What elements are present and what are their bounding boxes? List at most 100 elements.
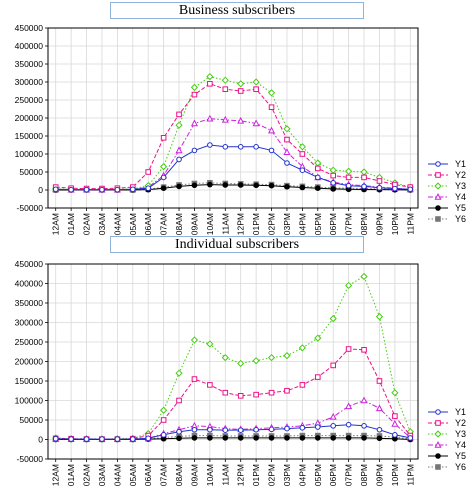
y-tick-label: 250000 [15, 337, 44, 347]
x-tick-label: 06PM [328, 464, 338, 486]
data-point [191, 426, 198, 433]
data-point [361, 174, 367, 181]
data-point [176, 428, 182, 435]
data-point [222, 144, 229, 150]
data-point [160, 162, 168, 171]
legend-marker [435, 205, 441, 211]
data-point [52, 435, 59, 442]
data-point [222, 86, 229, 93]
data-point [221, 115, 229, 123]
legend-marker [435, 216, 441, 222]
data-point [267, 89, 276, 97]
x-tick-label: 01AM [66, 213, 76, 235]
data-point [114, 186, 121, 193]
data-point [299, 435, 306, 441]
x-tick-label: 11AM [220, 464, 230, 486]
data-point [345, 346, 352, 352]
data-point [330, 423, 337, 429]
data-point [99, 436, 105, 442]
x-tick-label: 05AM [128, 213, 138, 235]
data-point [360, 272, 368, 281]
legend-marker [435, 172, 441, 178]
data-point [114, 436, 121, 442]
x-tick-label: 02PM [267, 464, 277, 486]
data-point [314, 435, 321, 441]
y-tick-label: 0 [38, 185, 43, 195]
data-point [237, 144, 244, 150]
data-point [83, 436, 90, 442]
data-point [222, 435, 229, 441]
data-point [175, 121, 183, 129]
x-tick-label: 11AM [220, 213, 230, 235]
data-point [206, 114, 214, 122]
business-subscribers-panel: -50000 0 50000 100000 150000 200000 250000 3000… [15, 2, 466, 235]
data-point [145, 435, 152, 442]
data-point [314, 374, 321, 380]
data-point [207, 81, 213, 87]
data-point [252, 119, 260, 127]
x-tick-label: 05PM [313, 464, 323, 486]
x-tick-label: 10AM [205, 213, 215, 235]
data-point [52, 186, 59, 193]
x-tick-label: 07AM [159, 213, 169, 235]
x-tick-label: 04AM [112, 464, 122, 486]
data-point [283, 148, 291, 155]
data-point [284, 136, 290, 143]
y-tick-label: 50000 [19, 415, 43, 425]
plot-border [47, 263, 419, 460]
data-point [190, 336, 199, 344]
data-point [268, 104, 275, 111]
data-point [330, 186, 337, 192]
series-line [55, 399, 411, 440]
data-point [329, 314, 337, 323]
data-point [237, 80, 245, 88]
y-tick-label: 450000 [15, 259, 44, 269]
x-tick-label: 04AM [112, 213, 122, 235]
data-point [268, 435, 275, 441]
data-point [298, 344, 306, 352]
data-point [299, 425, 306, 431]
x-tick-label: 12PM [236, 464, 246, 486]
legend-label: Y3 [455, 181, 466, 191]
legend-label: Y4 [455, 440, 466, 450]
data-point [329, 412, 337, 420]
data-point [299, 382, 306, 388]
data-point [176, 156, 182, 163]
data-point [268, 182, 275, 189]
data-point [206, 340, 214, 348]
x-tick-label: 01AM [66, 464, 76, 486]
data-point [191, 147, 198, 154]
data-point [345, 167, 353, 175]
data-point [268, 389, 275, 396]
data-point [267, 353, 276, 362]
x-tick-label: 10PM [390, 464, 400, 486]
series-y1 [52, 142, 414, 193]
data-point [361, 423, 367, 429]
data-point [191, 435, 198, 441]
x-tick-label: 02AM [82, 464, 92, 486]
x-tick-label: 07PM [344, 464, 354, 486]
series-y2 [52, 81, 414, 192]
data-point [376, 426, 383, 433]
y-tick-label: 400000 [15, 279, 44, 289]
data-point [298, 143, 306, 151]
x-tick-label: 06AM [143, 213, 153, 235]
legend-label: Y1 [455, 159, 466, 169]
data-point [314, 185, 321, 191]
data-point [375, 313, 384, 321]
data-point [160, 417, 167, 423]
data-point [345, 421, 352, 428]
data-point [237, 182, 244, 188]
x-tick-label: 02PM [267, 213, 277, 235]
x-tick-label: 07AM [159, 464, 169, 486]
legend-label: Y6 [455, 462, 466, 472]
y-tick-label: 350000 [15, 59, 44, 69]
y-tick-label: 200000 [15, 357, 44, 367]
data-point [160, 406, 168, 414]
data-point [376, 178, 383, 184]
data-point [237, 435, 244, 441]
data-point [253, 391, 259, 398]
data-point [314, 174, 321, 181]
data-point [207, 142, 213, 148]
